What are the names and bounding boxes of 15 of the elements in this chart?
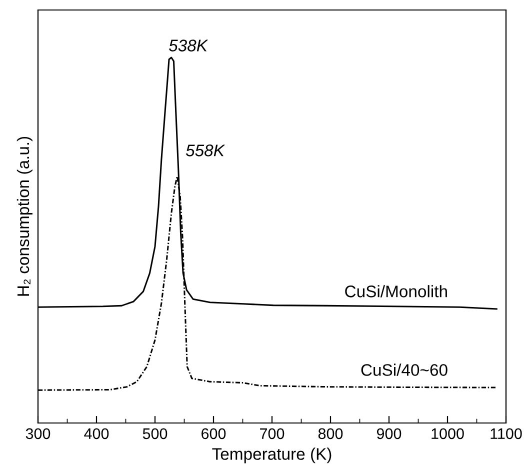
x-tick-label: 400: [84, 428, 109, 440]
x-tick-label: 1100: [490, 428, 522, 440]
annotation: 538K: [168, 40, 208, 52]
x-tick-label: 300: [26, 428, 50, 440]
x-tick-label: 500: [142, 428, 168, 440]
series-label: CuSi/40~60: [361, 364, 448, 376]
x-tick-label: 1000: [432, 428, 464, 440]
series-label: CuSi/Monolith: [345, 285, 447, 298]
x-tick-label: 900: [376, 428, 402, 440]
annotation: 558K: [186, 144, 226, 156]
x-tick-label: 800: [318, 428, 343, 440]
y-axis-title: H₂ consumption (a.u.): [16, 136, 32, 296]
x-axis-title: Temperature (K): [212, 448, 332, 464]
x-tick-label: 600: [202, 428, 226, 440]
x-tick-label: 700: [260, 428, 284, 440]
